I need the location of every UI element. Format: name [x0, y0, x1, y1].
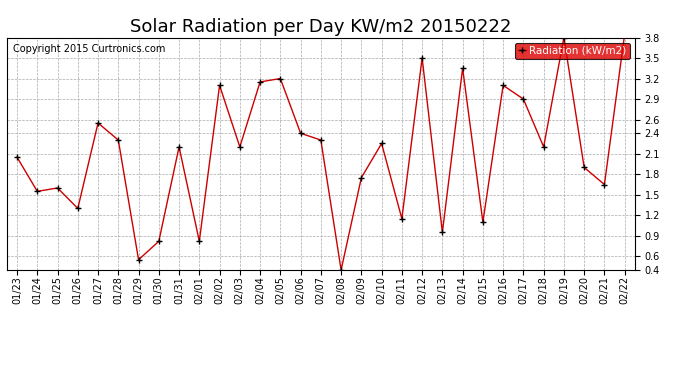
Text: Copyright 2015 Curtronics.com: Copyright 2015 Curtronics.com — [13, 45, 166, 54]
Legend: Radiation (kW/m2): Radiation (kW/m2) — [515, 43, 629, 59]
Title: Solar Radiation per Day KW/m2 20150222: Solar Radiation per Day KW/m2 20150222 — [130, 18, 511, 36]
